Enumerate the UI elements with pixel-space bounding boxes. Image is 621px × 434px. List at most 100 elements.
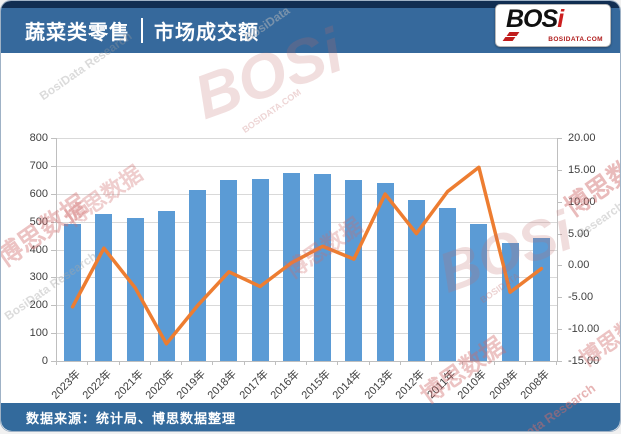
x-axis-tick — [87, 361, 89, 365]
x-axis-category-label: 2019年 — [174, 368, 209, 402]
left-axis-tick-label: 500 — [29, 215, 48, 228]
title-right: 市场成交额 — [154, 22, 259, 44]
right-axis-tick-label: 0.00 — [568, 259, 590, 272]
bar — [439, 207, 457, 361]
x-axis-category-label: 2023年 — [49, 368, 84, 402]
right-axis-tick — [557, 361, 562, 362]
x-axis-category-label: 2014年 — [330, 368, 365, 402]
left-axis-tick — [51, 249, 56, 251]
bar — [376, 183, 394, 361]
bosi-logo: BOSi BOSIDATA.COM — [495, 4, 611, 47]
left-axis-tick-label: 200 — [29, 299, 48, 312]
left-axis-tick — [51, 305, 56, 307]
bar — [189, 190, 207, 361]
x-axis-tick — [556, 361, 557, 365]
x-axis-category-label: 2022年 — [80, 368, 115, 402]
right-axis-tick-label: 20.00 — [568, 132, 596, 144]
x-axis-tick — [462, 361, 464, 365]
x-axis-category-label: 2012年 — [393, 368, 427, 402]
left-axis-tick — [51, 193, 56, 195]
x-axis-category-label: 2011年 — [425, 368, 459, 402]
gridline — [57, 165, 557, 167]
x-axis-tick — [399, 361, 401, 365]
left-axis-tick — [51, 221, 56, 223]
left-axis-tick — [51, 361, 56, 362]
x-axis-category-label: 2020年 — [143, 368, 177, 402]
page-title: 蔬菜类零售 市场成交额 — [25, 16, 259, 45]
left-axis-tick — [51, 277, 56, 279]
x-axis-tick — [431, 361, 432, 365]
left-axis-tick-label: 400 — [29, 243, 48, 256]
left-axis-tick — [51, 165, 56, 167]
x-axis-tick — [306, 361, 307, 365]
logo-i: i — [557, 5, 564, 33]
bar — [314, 174, 332, 361]
x-axis-category-label: 2018年 — [205, 368, 240, 402]
x-axis-tick — [493, 361, 495, 365]
x-axis-tick — [149, 361, 151, 365]
logo-stripe-icon — [506, 32, 520, 36]
x-axis-tick — [56, 361, 57, 365]
x-axis-tick — [274, 361, 276, 365]
bar — [282, 173, 300, 361]
footer-bar: 数据来源：统计局、博思数据整理 — [1, 403, 620, 431]
gridline — [57, 305, 557, 307]
x-axis-tick — [337, 361, 339, 365]
left-axis-tick-label: 100 — [29, 327, 48, 340]
bar — [251, 178, 269, 361]
left-axis-tick-label: 0 — [41, 355, 48, 367]
logo-stripe-icon — [502, 37, 516, 41]
top-accent-strip — [1, 1, 620, 8]
title-left: 蔬菜类零售 — [25, 22, 130, 44]
bosi-logo-text: BOSi — [506, 5, 564, 33]
left-axis-tick — [51, 333, 56, 335]
left-axis-tick-label: 600 — [29, 187, 48, 200]
right-axis-tick — [557, 233, 562, 235]
right-axis-tick-label: -10.00 — [568, 323, 600, 336]
chart-area: 800 700 600 500 400 300 200 100 0 20.00 15.00 10.0… — [1, 53, 620, 431]
left-axis-tick-label: 800 — [29, 132, 48, 144]
x-axis-category-label: 2016年 — [268, 368, 302, 402]
x-axis-category-label: 2013年 — [362, 368, 396, 402]
right-axis-tick-label: 10.00 — [568, 195, 596, 208]
gridline — [57, 249, 557, 251]
bar — [407, 200, 425, 361]
x-axis-tick — [212, 361, 214, 365]
title-separator — [141, 18, 143, 43]
right-axis-tick — [557, 265, 562, 267]
bosi-logo-subtext: BOSIDATA.COM — [548, 36, 603, 43]
x-axis-category-label: 2021年 — [112, 368, 146, 402]
plot-area — [56, 138, 558, 362]
gridline — [57, 277, 557, 279]
x-axis-category-label: 2009年 — [487, 368, 521, 402]
x-axis-category-label: 2017年 — [237, 368, 271, 402]
right-axis-tick — [557, 138, 562, 139]
right-axis-tick — [557, 329, 562, 331]
right-axis-tick — [557, 169, 562, 171]
growth-line-series — [70, 165, 544, 346]
x-axis-category-label: 2008年 — [518, 368, 552, 402]
left-axis-tick-label: 300 — [29, 271, 48, 284]
right-axis-tick-label: -15.00 — [568, 355, 600, 367]
x-axis-tick — [368, 361, 370, 365]
x-axis-tick — [524, 361, 526, 365]
bar — [345, 179, 363, 361]
right-axis-tick — [557, 297, 562, 299]
gridline — [57, 221, 557, 223]
bar — [470, 223, 488, 361]
growth-line — [70, 165, 544, 346]
x-axis-tick — [243, 361, 245, 365]
right-axis-tick-label: 15.00 — [568, 163, 596, 176]
x-axis-tick — [181, 361, 182, 365]
left-axis-tick — [51, 138, 56, 139]
data-source-text: 数据来源：统计局、博思数据整理 — [26, 410, 237, 426]
x-axis-category-label: 2010年 — [455, 368, 490, 402]
gridline — [57, 138, 557, 139]
right-axis-tick — [557, 201, 562, 203]
right-axis-tick-label: 5.00 — [568, 227, 590, 240]
right-axis-tick-label: -5.00 — [568, 291, 594, 304]
bar — [157, 211, 175, 361]
x-axis-category-label: 2015年 — [299, 368, 334, 402]
left-axis-tick-label: 700 — [29, 159, 48, 172]
